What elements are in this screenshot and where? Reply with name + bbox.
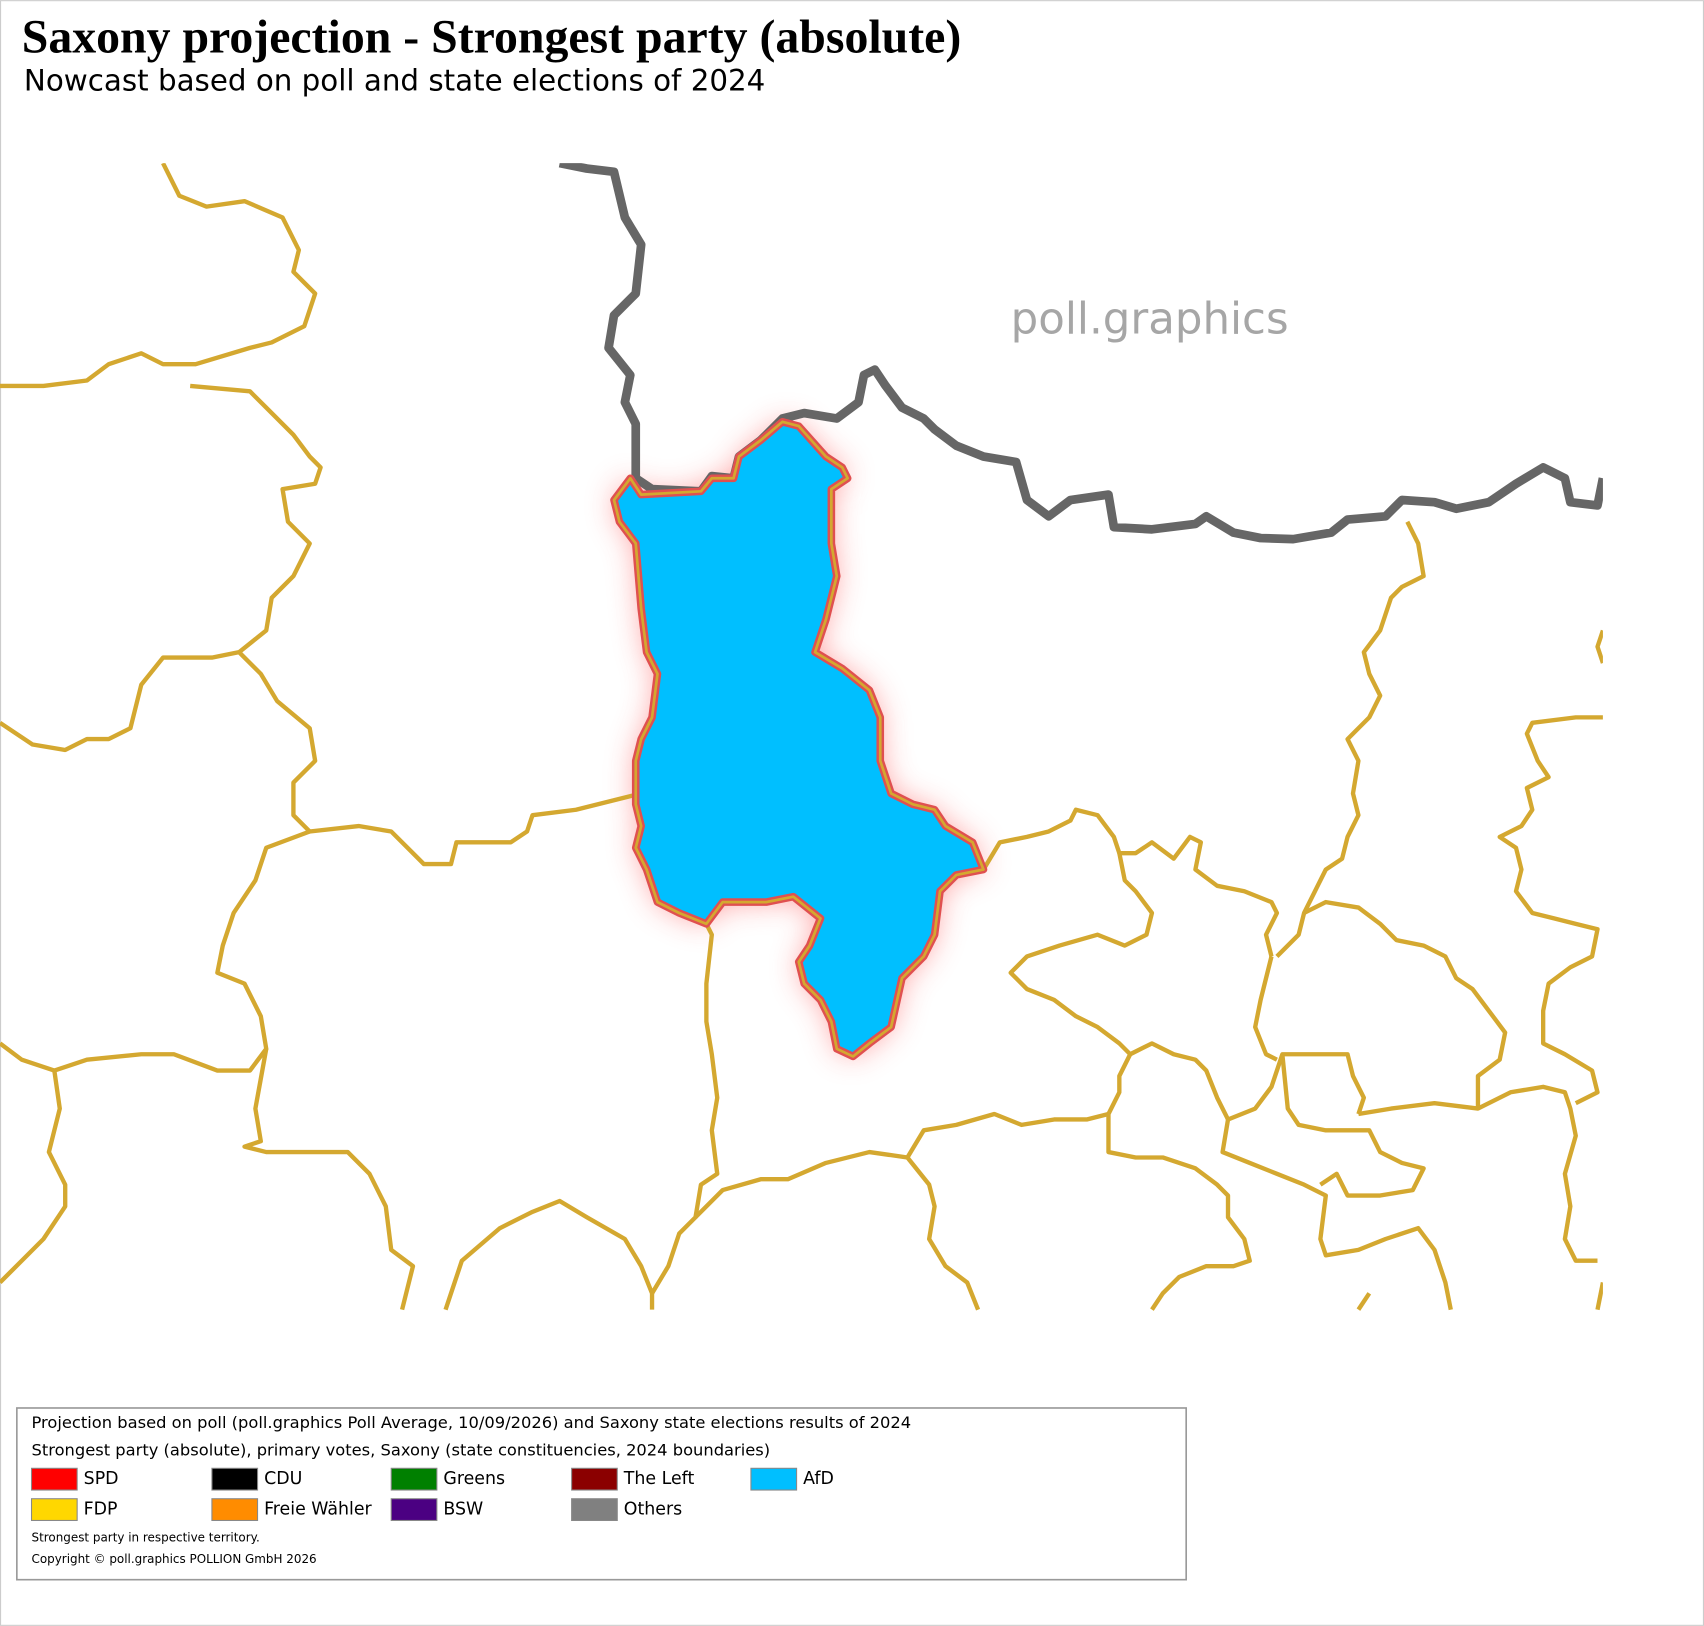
legend-note: Strongest party in respective territory. (32, 1530, 260, 1544)
legend-swatch (211, 1498, 259, 1522)
legend-swatch (390, 1467, 438, 1491)
legend: Projection based on poll (poll.graphics … (16, 1407, 1187, 1581)
legend-label: FDP (84, 1500, 118, 1520)
legend-swatch (571, 1498, 618, 1522)
legend-swatch (211, 1467, 259, 1491)
subtitle: Nowcast based on poll and state election… (24, 63, 765, 97)
watermark: poll.graphics (1011, 295, 1289, 345)
legend-label: CDU (264, 1469, 302, 1489)
legend-line: Projection based on poll (poll.graphics … (32, 1413, 912, 1432)
legend-label: AfD (803, 1469, 834, 1489)
state-border (558, 163, 1603, 544)
legend-line: Strongest party (absolute), primary vote… (32, 1440, 771, 1459)
legend-swatch (390, 1498, 438, 1522)
legend-label: The Left (623, 1469, 695, 1489)
legend-label: Others (624, 1500, 682, 1520)
boundaries (0, 163, 1603, 1311)
legend-swatch (30, 1498, 78, 1522)
legend-swatch (750, 1467, 798, 1491)
constituency-outline (612, 420, 985, 1058)
legend-label: SPD (84, 1469, 119, 1489)
title: Saxony projection - Strongest party (abs… (22, 10, 962, 63)
legend-box (16, 1407, 1187, 1581)
legend-label: Greens (443, 1469, 505, 1489)
legend-label: Freie Wähler (264, 1500, 372, 1520)
map (0, 163, 1603, 1311)
legend-note: Copyright © poll.graphics POLLION GmbH 2… (32, 1552, 317, 1566)
legend-swatch (30, 1467, 78, 1491)
legend-label: BSW (443, 1500, 483, 1520)
legend-swatch (571, 1467, 618, 1491)
